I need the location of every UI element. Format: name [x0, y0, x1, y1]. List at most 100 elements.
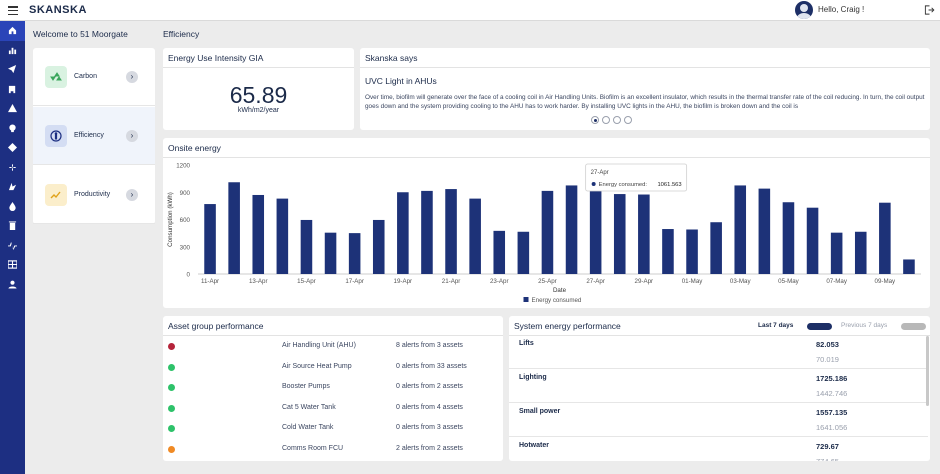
- chart-title: Onsite energy: [168, 143, 221, 153]
- chart-bar[interactable]: [758, 188, 771, 274]
- category-carbon[interactable]: Carbon ›: [33, 48, 155, 106]
- chart-bar[interactable]: [638, 194, 650, 274]
- system-name: Small power: [519, 408, 561, 415]
- legend-previous-7-days[interactable]: Previous 7 days: [841, 322, 888, 329]
- chart-bar[interactable]: [710, 222, 722, 274]
- chart-bar[interactable]: [469, 198, 481, 274]
- chart-bar[interactable]: [372, 219, 385, 274]
- x-axis-label: Date: [553, 287, 567, 294]
- chart-bar[interactable]: [445, 189, 457, 274]
- asset-group-row[interactable]: Air Source Heat Pump 0 alerts from 33 ass…: [163, 358, 501, 378]
- chart-bar[interactable]: [830, 232, 843, 274]
- sidebar-item-trash[interactable]: [0, 216, 25, 236]
- chart-bar[interactable]: [300, 219, 313, 274]
- x-tick-label: 09-May: [875, 278, 897, 285]
- eui-unit: kWh/m2/year: [237, 107, 280, 114]
- sidebar: [0, 21, 25, 474]
- chart-bar[interactable]: [686, 229, 698, 274]
- system-energy-row[interactable]: Lifts 82.053 70.019: [509, 336, 928, 369]
- chart-bar[interactable]: [228, 182, 240, 274]
- chart-bar[interactable]: [252, 194, 265, 274]
- system-energy-row[interactable]: Small power 1557.135 1641.056: [509, 404, 928, 437]
- chart-bar[interactable]: [348, 233, 361, 274]
- eui-value: 65.89: [229, 82, 288, 108]
- system-energy-row[interactable]: Lighting 1725.186 1442.746: [509, 370, 928, 403]
- chevron-right-icon[interactable]: ›: [126, 189, 138, 201]
- logout-icon[interactable]: [924, 4, 935, 16]
- status-dot: [168, 445, 175, 453]
- sidebar-item-diamond[interactable]: [0, 138, 25, 158]
- asset-group-row[interactable]: Cold Water Tank 0 alerts from 3 assets: [163, 419, 501, 439]
- category-productivity[interactable]: Productivity ›: [33, 166, 155, 224]
- sidebar-item-grid[interactable]: [0, 255, 25, 275]
- chart-bar[interactable]: [806, 207, 819, 274]
- chart-bar[interactable]: [589, 177, 602, 274]
- scrollbar[interactable]: [926, 336, 929, 406]
- x-tick-label: 11-Apr: [201, 278, 219, 285]
- chart-bar[interactable]: [541, 190, 554, 274]
- sidebar-item-user[interactable]: [0, 275, 25, 295]
- status-dot: [168, 363, 175, 371]
- tooltip-date: 27-Apr: [591, 170, 609, 176]
- chart-bar[interactable]: [854, 231, 867, 274]
- x-tick-label: 03-May: [730, 278, 752, 285]
- fan-icon: [9, 163, 16, 171]
- tooltip-series-dot: [591, 182, 596, 186]
- chart-bar[interactable]: [879, 202, 891, 274]
- menu-icon[interactable]: [8, 6, 18, 16]
- top-bar: SKANSKA Hello, Craig !: [0, 0, 940, 21]
- sidebar-item-warning[interactable]: [0, 99, 25, 119]
- chart-bar[interactable]: [276, 198, 289, 274]
- chart-bar[interactable]: [493, 230, 506, 274]
- info-icon: [45, 125, 67, 147]
- chart-bar[interactable]: [397, 192, 409, 274]
- legend-swatch: [523, 297, 529, 302]
- pulse-icon: [8, 241, 17, 250]
- avatar[interactable]: [795, 1, 813, 19]
- sidebar-item-home[interactable]: [0, 21, 25, 41]
- asset-group-row[interactable]: Air Handling Unit (AHU) 8 alerts from 3 a…: [163, 337, 501, 357]
- chart-bar[interactable]: [782, 202, 795, 274]
- chevron-right-icon[interactable]: ›: [126, 130, 138, 142]
- chart-bar[interactable]: [613, 194, 626, 274]
- sidebar-item-fan[interactable]: [0, 158, 25, 178]
- asset-group-alerts: 0 alerts from 2 assets: [396, 383, 463, 390]
- sidebar-item-bulb[interactable]: [0, 119, 25, 139]
- carousel-dot[interactable]: [602, 116, 610, 124]
- asset-group-card: Asset group performance Air Handling Uni…: [163, 316, 503, 461]
- chart-bar[interactable]: [662, 229, 674, 274]
- legend-label: Energy consumed: [532, 297, 582, 304]
- chart-bar[interactable]: [204, 204, 216, 274]
- chart-bar[interactable]: [734, 185, 747, 274]
- sidebar-item-chart[interactable]: [0, 41, 25, 61]
- asset-group-row[interactable]: Comms Room FCU 2 alerts from 2 assets: [163, 440, 501, 460]
- carousel-dot[interactable]: [591, 116, 599, 124]
- system-energy-row[interactable]: Hotwater 729.67 774.65: [509, 438, 928, 461]
- carousel-dot[interactable]: [624, 116, 632, 124]
- sidebar-item-building[interactable]: [0, 80, 25, 100]
- sidebar-item-pulse[interactable]: [0, 236, 25, 256]
- chart-bar[interactable]: [421, 190, 433, 274]
- sidebar-item-flex[interactable]: [0, 177, 25, 197]
- system-name: Lighting: [519, 374, 547, 381]
- x-tick-label: 19-Apr: [394, 278, 413, 285]
- carousel-dot[interactable]: [613, 116, 621, 124]
- asset-group-row[interactable]: Booster Pumps 0 alerts from 2 assets: [163, 378, 501, 398]
- legend-last-7-days[interactable]: Last 7 days: [758, 322, 794, 329]
- chevron-right-icon[interactable]: ›: [126, 71, 138, 83]
- tooltip-label: Energy consumed:: [599, 182, 648, 188]
- asset-group-alerts: 8 alerts from 3 assets: [396, 342, 463, 349]
- sidebar-item-send[interactable]: [0, 60, 25, 80]
- system-previous-value: 70.019: [816, 355, 839, 364]
- chart-bar[interactable]: [903, 259, 915, 274]
- chart-bar[interactable]: [324, 232, 337, 274]
- warning-icon: [8, 104, 17, 113]
- x-tick-label: 01-May: [682, 278, 704, 285]
- page-title: Efficiency: [163, 29, 200, 39]
- asset-group-row[interactable]: Cat 5 Water Tank 0 alerts from 4 assets: [163, 399, 501, 419]
- chart-bar[interactable]: [517, 231, 530, 274]
- sidebar-item-drop[interactable]: [0, 197, 25, 217]
- chart-bar[interactable]: [565, 185, 578, 274]
- category-efficiency[interactable]: Efficiency ›: [33, 107, 155, 165]
- bulb-icon: [9, 124, 16, 132]
